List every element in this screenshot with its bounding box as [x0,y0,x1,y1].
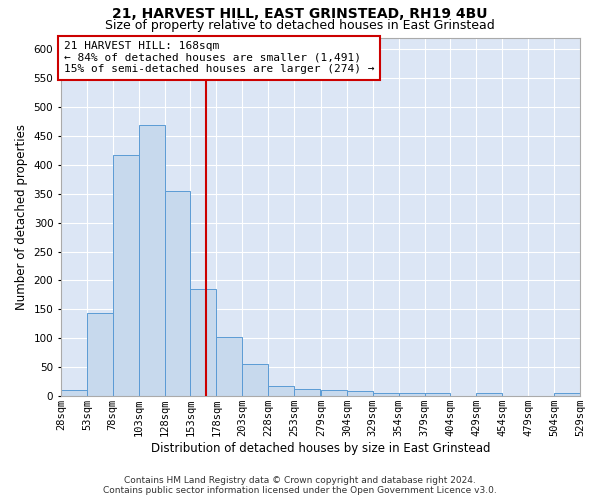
Text: 21 HARVEST HILL: 168sqm
← 84% of detached houses are smaller (1,491)
15% of semi: 21 HARVEST HILL: 168sqm ← 84% of detache… [64,41,374,74]
Bar [347,391,373,396]
Bar [87,314,113,396]
Y-axis label: Number of detached properties: Number of detached properties [15,124,28,310]
Bar [294,388,320,396]
Bar [476,394,502,396]
Bar [398,394,425,396]
Bar [373,394,398,396]
Bar [425,394,451,396]
Bar [242,364,268,396]
X-axis label: Distribution of detached houses by size in East Grinstead: Distribution of detached houses by size … [151,442,490,455]
Text: Contains HM Land Registry data © Crown copyright and database right 2024.
Contai: Contains HM Land Registry data © Crown c… [103,476,497,495]
Bar [190,289,217,396]
Bar [113,155,139,396]
Text: Size of property relative to detached houses in East Grinstead: Size of property relative to detached ho… [105,19,495,32]
Bar [321,390,347,396]
Bar [164,191,190,396]
Text: 21, HARVEST HILL, EAST GRINSTEAD, RH19 4BU: 21, HARVEST HILL, EAST GRINSTEAD, RH19 4… [112,8,488,22]
Bar [61,390,87,396]
Bar [139,126,164,396]
Bar [217,336,242,396]
Bar [554,394,580,396]
Bar [268,386,294,396]
